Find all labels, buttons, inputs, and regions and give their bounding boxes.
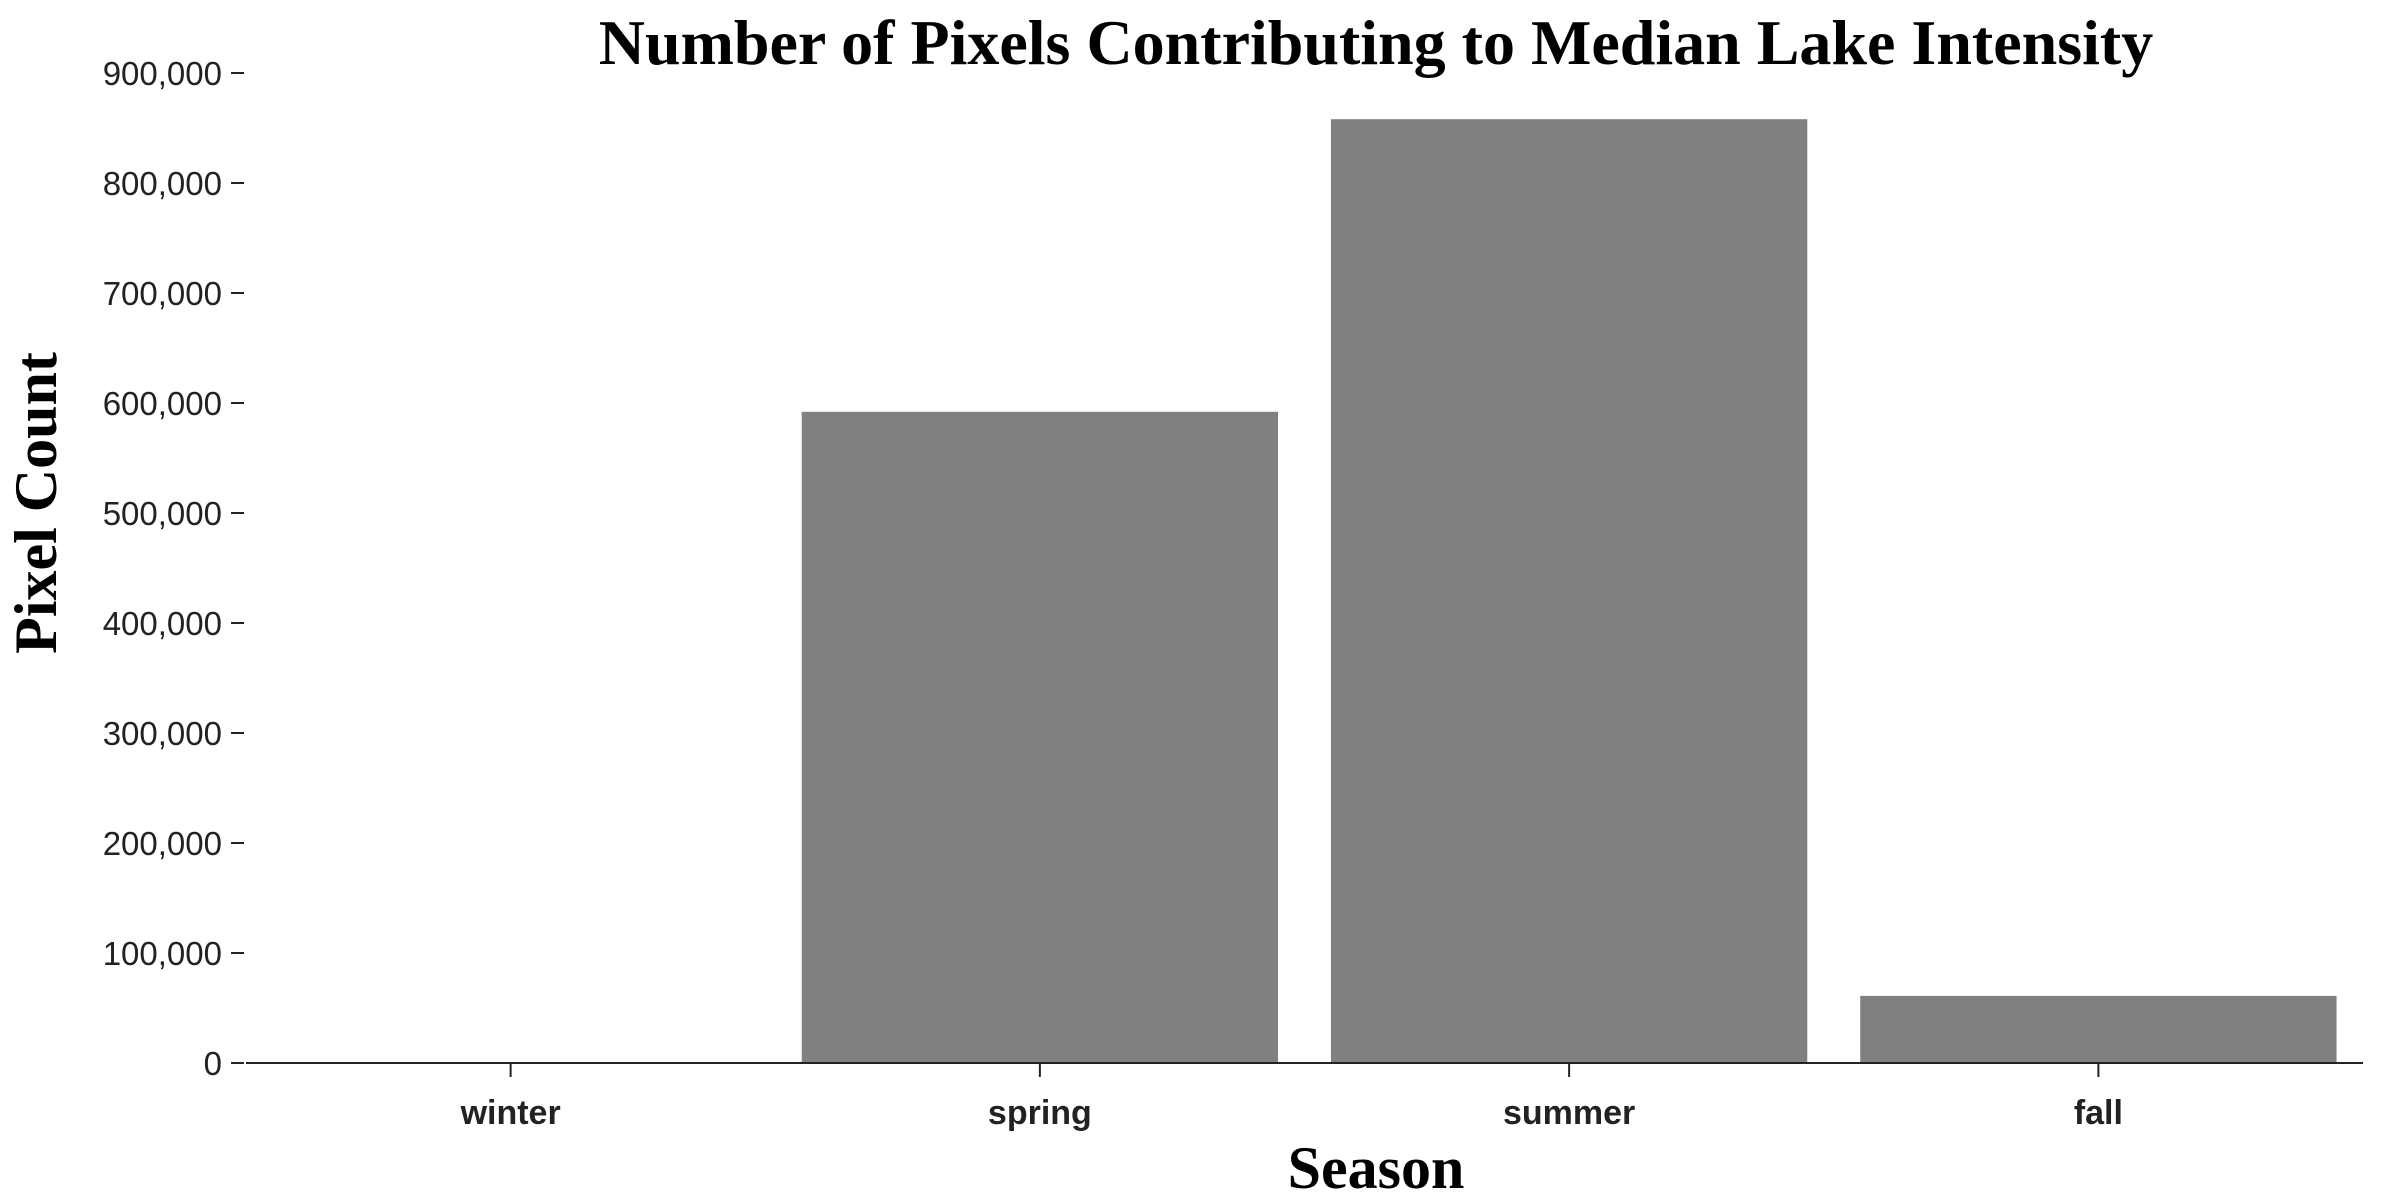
x-axis-title: Season bbox=[1288, 1135, 1465, 1201]
bar-spring bbox=[801, 411, 1279, 1063]
y-tick-label: 200,000 bbox=[103, 825, 222, 862]
bars-group bbox=[801, 119, 2337, 1063]
y-tick-label: 500,000 bbox=[103, 495, 222, 532]
x-tick-label-winter: winter bbox=[460, 1094, 561, 1132]
chart-title: Number of Pixels Contributing to Median … bbox=[599, 7, 2153, 78]
y-tick-label: 0 bbox=[204, 1045, 222, 1082]
y-axis-title: Pixel Count bbox=[3, 352, 69, 654]
x-tick-label-spring: spring bbox=[988, 1094, 1092, 1132]
bar-summer bbox=[1330, 119, 1808, 1063]
x-axis: winter spring summer fall bbox=[246, 1062, 2363, 1132]
y-tick-label: 300,000 bbox=[103, 715, 222, 752]
x-tick-label-summer: summer bbox=[1503, 1094, 1635, 1132]
y-tick-label: 100,000 bbox=[103, 935, 222, 972]
x-tick-label-fall: fall bbox=[2074, 1094, 2123, 1132]
y-tick-label: 800,000 bbox=[103, 165, 222, 202]
bar-fall bbox=[1860, 995, 2337, 1063]
y-axis: 0 100,000 200,000 300,000 400,000 500,000 600,… bbox=[103, 55, 244, 1082]
y-tick-label: 900,000 bbox=[103, 55, 222, 92]
y-tick-label: 700,000 bbox=[103, 275, 222, 312]
y-tick-label: 400,000 bbox=[103, 605, 222, 642]
y-tick-label: 600,000 bbox=[103, 385, 222, 422]
